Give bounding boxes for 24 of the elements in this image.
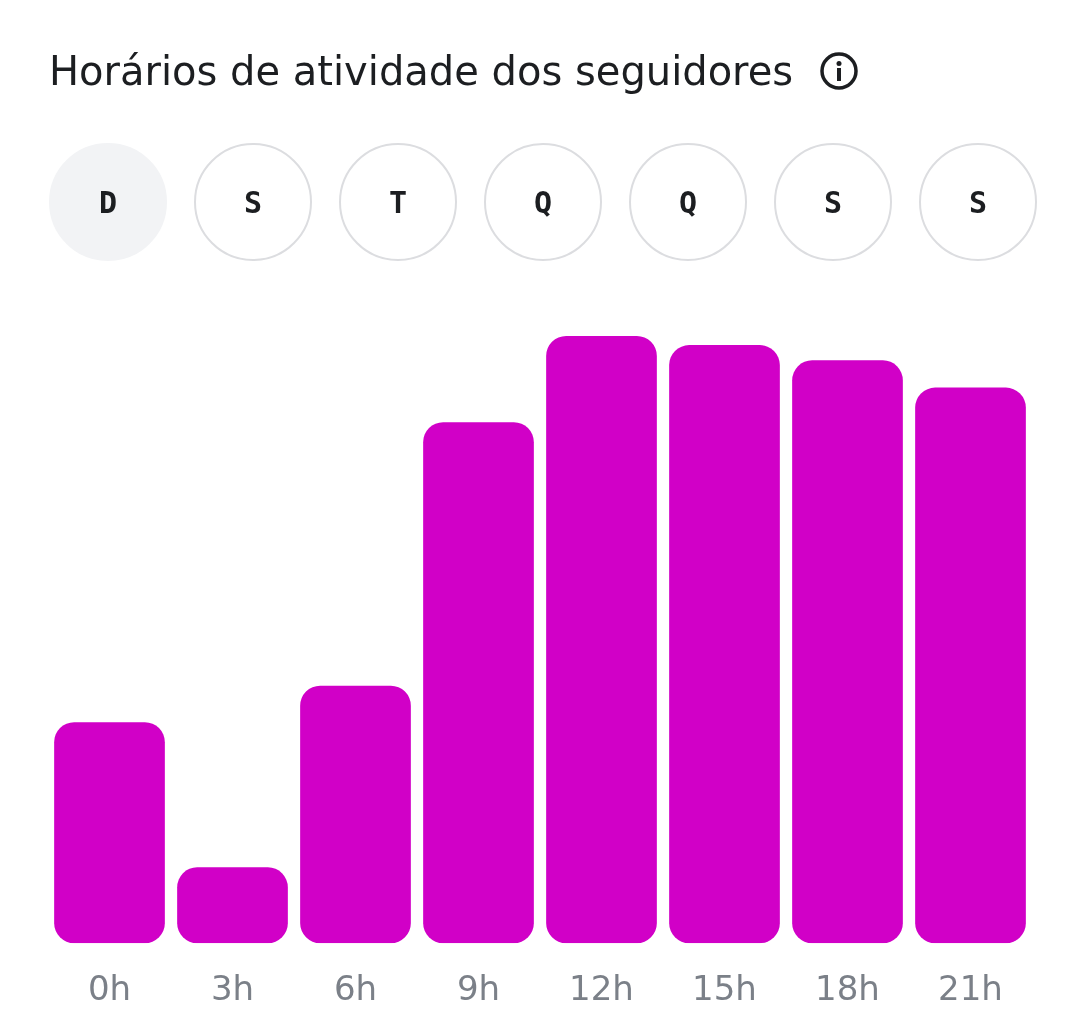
x-tick-label: 15h <box>692 968 757 1009</box>
x-tick-label: 3h <box>210 968 255 1009</box>
bar <box>300 685 411 944</box>
bar <box>177 867 288 944</box>
bar <box>792 360 903 944</box>
text: S <box>774 143 892 261</box>
x-tick-label: 9h <box>456 968 501 1009</box>
x-tick-label: 21h <box>938 968 1003 1009</box>
x-tick-label: 0h <box>87 968 132 1009</box>
text: Q <box>484 143 602 261</box>
chart-title: Horários de atividade dos seguidores <box>49 48 794 94</box>
text: Q <box>629 143 747 261</box>
bar <box>546 336 657 944</box>
text: S <box>194 143 312 261</box>
x-tick-label: 6h <box>333 968 378 1009</box>
bar <box>423 422 534 944</box>
text: T <box>339 143 457 261</box>
bar <box>54 722 165 944</box>
text: D <box>49 143 167 261</box>
x-tick-label: 12h <box>569 968 634 1009</box>
bar <box>915 387 1026 944</box>
text: S <box>919 143 1037 261</box>
x-tick-label: 18h <box>815 968 880 1009</box>
bar <box>669 345 780 944</box>
